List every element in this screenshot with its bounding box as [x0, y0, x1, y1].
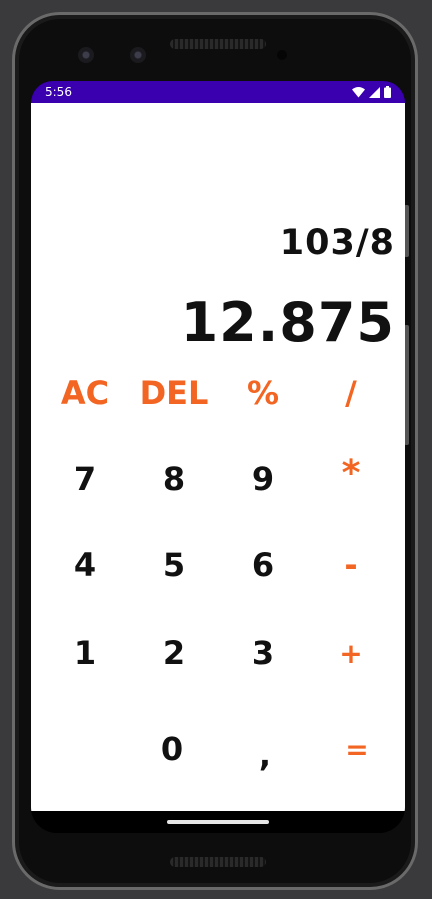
multiply-button[interactable]: * — [341, 452, 361, 494]
status-time: 5:56 — [45, 85, 72, 99]
digit-4-button[interactable]: 4 — [73, 546, 97, 584]
plus-button[interactable]: + — [339, 636, 363, 670]
cell-signal-icon — [369, 86, 380, 98]
status-icons — [352, 86, 391, 98]
comma-button[interactable]: , — [258, 736, 272, 774]
power-button — [404, 205, 409, 257]
digit-2-button[interactable]: 2 — [162, 634, 186, 672]
top-speaker — [170, 39, 266, 49]
digit-6-button[interactable]: 6 — [251, 546, 275, 584]
front-camera-icon — [130, 47, 146, 63]
minus-button[interactable]: - — [344, 546, 358, 584]
divide-button[interactable]: / — [345, 374, 357, 412]
battery-icon — [384, 86, 391, 98]
digit-5-button[interactable]: 5 — [162, 546, 186, 584]
volume-button — [404, 325, 409, 445]
proximity-sensor — [277, 50, 287, 60]
expression-display: 103/8 — [279, 223, 395, 263]
digit-3-button[interactable]: 3 — [251, 634, 275, 672]
equals-button[interactable]: = — [345, 732, 369, 766]
home-gesture-handle[interactable] — [167, 820, 269, 824]
phone-frame: 5:56 103/8 12.875 AC DEL % / — [12, 12, 418, 890]
digit-0-button[interactable]: 0 — [160, 730, 184, 768]
bottom-speaker — [170, 857, 266, 867]
wifi-icon — [352, 86, 365, 97]
status-bar: 5:56 — [31, 81, 405, 103]
digit-1-button[interactable]: 1 — [73, 634, 97, 672]
result-display: 12.875 — [180, 291, 395, 354]
clear-button[interactable]: AC — [60, 374, 110, 412]
percent-button[interactable]: % — [246, 374, 280, 412]
digit-9-button[interactable]: 9 — [251, 460, 275, 498]
screen: 5:56 103/8 12.875 AC DEL % / — [31, 81, 405, 833]
digit-8-button[interactable]: 8 — [162, 460, 186, 498]
delete-button[interactable]: DEL — [139, 374, 209, 412]
digit-7-button[interactable]: 7 — [73, 460, 97, 498]
navigation-bar — [31, 811, 405, 833]
front-camera-icon — [78, 47, 94, 63]
calculator-app: 103/8 12.875 AC DEL % / 7 8 9 * 4 5 6 - … — [31, 103, 405, 811]
